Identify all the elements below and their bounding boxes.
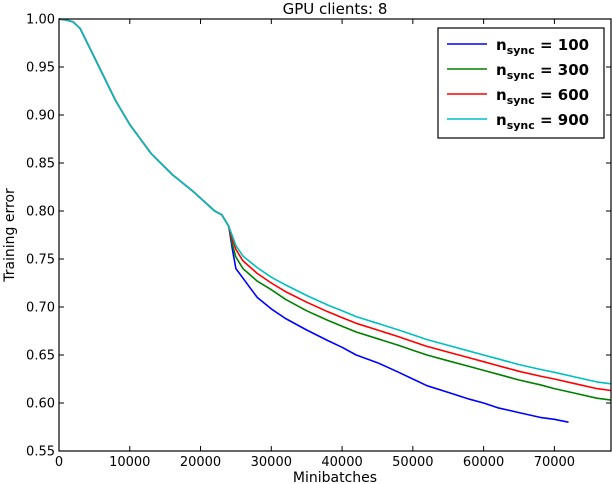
x-tick-label: 50000 [392, 455, 433, 470]
y-tick-label: 0.70 [26, 301, 55, 316]
legend-label-1: nsync = 100 [496, 36, 589, 57]
legend-label-2: nsync = 300 [496, 61, 589, 82]
y-tick-label: 0.55 [26, 445, 55, 460]
y-tick-label: 0.90 [26, 109, 55, 124]
y-axis-ticks: 0.55 0.60 0.65 0.70 0.75 0.80 0.85 0.90 0.95 1.00 [26, 13, 611, 460]
y-tick-label: 0.80 [26, 205, 55, 220]
x-tick-label: 40000 [321, 455, 362, 470]
plot-lines [58, 18, 612, 423]
x-tick-label: 60000 [463, 455, 504, 470]
legend-label-3: nsync = 600 [496, 86, 589, 107]
plot-frame [58, 18, 612, 452]
x-axis-label: Minibatches [293, 470, 377, 484]
y-tick-label: 0.85 [26, 157, 55, 172]
chart-title: GPU clients: 8 [283, 0, 388, 18]
y-tick-label: 0.95 [26, 61, 55, 76]
x-tick-label: 70000 [534, 455, 575, 470]
y-tick-label: 0.60 [26, 397, 55, 412]
x-tick-label: 20000 [180, 455, 221, 470]
legend: nsync = 100 nsync = 300 nsync = 600 nsync =… [437, 27, 605, 139]
legend-label-4: nsync = 900 [496, 111, 589, 132]
x-tick-label: 30000 [251, 455, 292, 470]
y-tick-label: 0.65 [26, 349, 55, 364]
y-tick-label: 0.75 [26, 253, 55, 268]
x-axis-ticks: 0 10000 20000 30000 40000 50000 60000 70000 [55, 19, 575, 470]
series-line-4 [58, 18, 612, 385]
y-tick-label: 1.00 [26, 13, 55, 28]
x-tick-label: 10000 [109, 455, 150, 470]
x-tick-label: 0 [55, 455, 63, 470]
y-axis-label: Training error [2, 188, 18, 283]
